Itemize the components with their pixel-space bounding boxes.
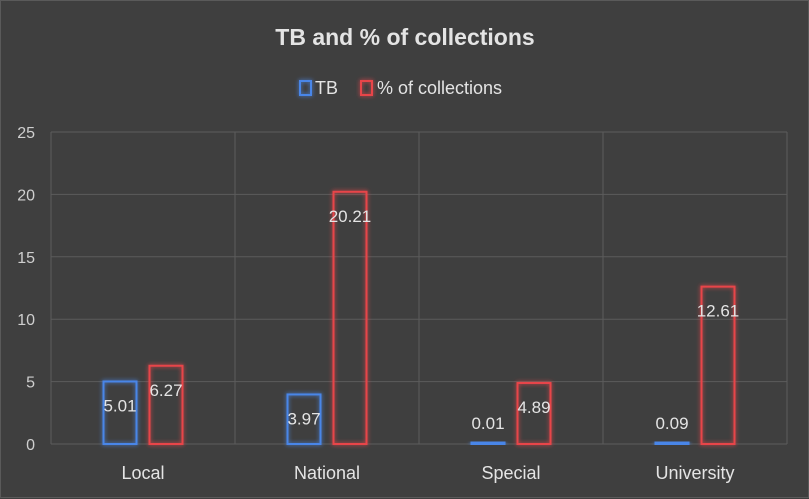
legend: TB % of collections	[299, 78, 502, 98]
data-labels: 5.01 6.27 3.97 20.21 0.01 4.89 0.09 12.61	[103, 207, 739, 433]
data-label: 6.27	[149, 381, 182, 400]
data-label: 3.97	[287, 409, 320, 428]
bar--of-collections-university	[700, 285, 736, 445]
x-category-label: Local	[121, 463, 164, 483]
y-tick-label: 15	[17, 250, 35, 267]
y-tick-label: 10	[17, 312, 35, 329]
bar--of-collections-special	[516, 381, 552, 446]
data-label: 0.09	[655, 414, 688, 433]
x-axis-categories: Local National Special University	[121, 463, 734, 483]
data-label: 5.01	[103, 396, 136, 415]
bar--of-collections-national	[332, 190, 368, 445]
legend-label-collections: % of collections	[377, 78, 502, 98]
x-category-label: National	[294, 463, 360, 483]
legend-swatch-collections	[360, 80, 373, 96]
bar-tb-university	[654, 441, 690, 445]
x-category-label: University	[655, 463, 734, 483]
chart-title: TB and % of collections	[275, 24, 534, 50]
y-tick-label: 5	[26, 375, 35, 392]
data-label: 4.89	[517, 398, 550, 417]
data-label: 12.61	[697, 302, 740, 321]
x-category-label: Special	[481, 463, 540, 483]
y-tick-label: 25	[17, 125, 35, 142]
gridlines	[50, 131, 788, 445]
bars	[102, 190, 736, 446]
data-label: 0.01	[471, 414, 504, 433]
y-tick-label: 20	[17, 187, 35, 204]
y-axis-ticks: 0 5 10 15 20 25	[17, 125, 35, 454]
bar--of-collections-local	[148, 364, 184, 445]
bar-tb-national	[286, 393, 322, 446]
bar-tb-special	[470, 441, 506, 445]
legend-label-tb: TB	[315, 78, 338, 98]
legend-swatch-tb	[299, 80, 312, 96]
bar-tb-local	[102, 380, 138, 445]
data-label: 20.21	[329, 207, 372, 226]
y-tick-label: 0	[26, 437, 35, 454]
